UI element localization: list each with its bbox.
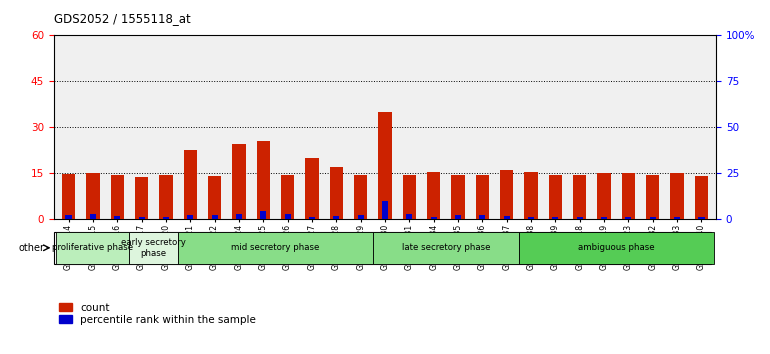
Bar — [455, 215, 461, 219]
Bar — [178, 232, 373, 264]
Bar — [208, 176, 221, 219]
Bar — [212, 215, 218, 219]
Bar — [183, 150, 197, 219]
Bar — [451, 175, 465, 219]
Bar — [135, 177, 149, 219]
Text: late secretory phase: late secretory phase — [402, 243, 490, 252]
Bar — [430, 217, 437, 219]
Bar — [598, 173, 611, 219]
Bar — [625, 217, 631, 219]
Bar — [650, 217, 656, 219]
Bar — [90, 214, 96, 219]
Text: GDS2052 / 1555118_at: GDS2052 / 1555118_at — [54, 12, 191, 25]
Bar — [519, 232, 714, 264]
Bar — [698, 217, 705, 219]
Bar — [139, 217, 145, 219]
Bar — [577, 217, 583, 219]
Bar — [373, 232, 519, 264]
Bar — [382, 201, 388, 219]
Bar — [65, 215, 72, 219]
Bar — [407, 214, 413, 219]
Bar — [333, 216, 340, 219]
Bar — [674, 217, 680, 219]
Bar — [56, 232, 129, 264]
Bar — [236, 214, 242, 219]
Bar — [621, 173, 635, 219]
Bar — [552, 217, 558, 219]
Bar — [309, 217, 315, 219]
Legend: count, percentile rank within the sample: count, percentile rank within the sample — [59, 303, 256, 325]
Text: ambiguous phase: ambiguous phase — [578, 243, 654, 252]
Bar — [159, 175, 172, 219]
Text: other: other — [18, 243, 44, 253]
Bar — [378, 112, 392, 219]
Bar — [86, 173, 99, 219]
Bar — [476, 175, 489, 219]
Bar — [114, 216, 120, 219]
Bar — [354, 175, 367, 219]
Bar — [573, 175, 587, 219]
Text: proliferative phase: proliferative phase — [52, 243, 133, 252]
Bar — [233, 144, 246, 219]
Bar — [285, 214, 290, 219]
Bar — [427, 172, 440, 219]
Bar — [129, 232, 178, 264]
Bar — [357, 215, 363, 219]
Bar — [646, 175, 659, 219]
Bar — [671, 173, 684, 219]
Bar — [330, 167, 343, 219]
Bar — [281, 175, 294, 219]
Text: mid secretory phase: mid secretory phase — [231, 243, 320, 252]
Bar — [403, 175, 416, 219]
Bar — [601, 217, 607, 219]
Bar — [111, 175, 124, 219]
Bar — [62, 174, 75, 219]
Bar — [549, 175, 562, 219]
FancyBboxPatch shape — [54, 232, 711, 264]
Bar — [187, 215, 193, 219]
Bar — [260, 211, 266, 219]
Bar — [695, 176, 708, 219]
Bar — [528, 217, 534, 219]
Bar — [524, 172, 537, 219]
Bar — [480, 215, 485, 219]
Bar — [504, 216, 510, 219]
Text: early secretory
phase: early secretory phase — [122, 238, 186, 257]
Bar — [500, 170, 514, 219]
Bar — [305, 158, 319, 219]
Bar — [163, 217, 169, 219]
Bar — [256, 141, 270, 219]
